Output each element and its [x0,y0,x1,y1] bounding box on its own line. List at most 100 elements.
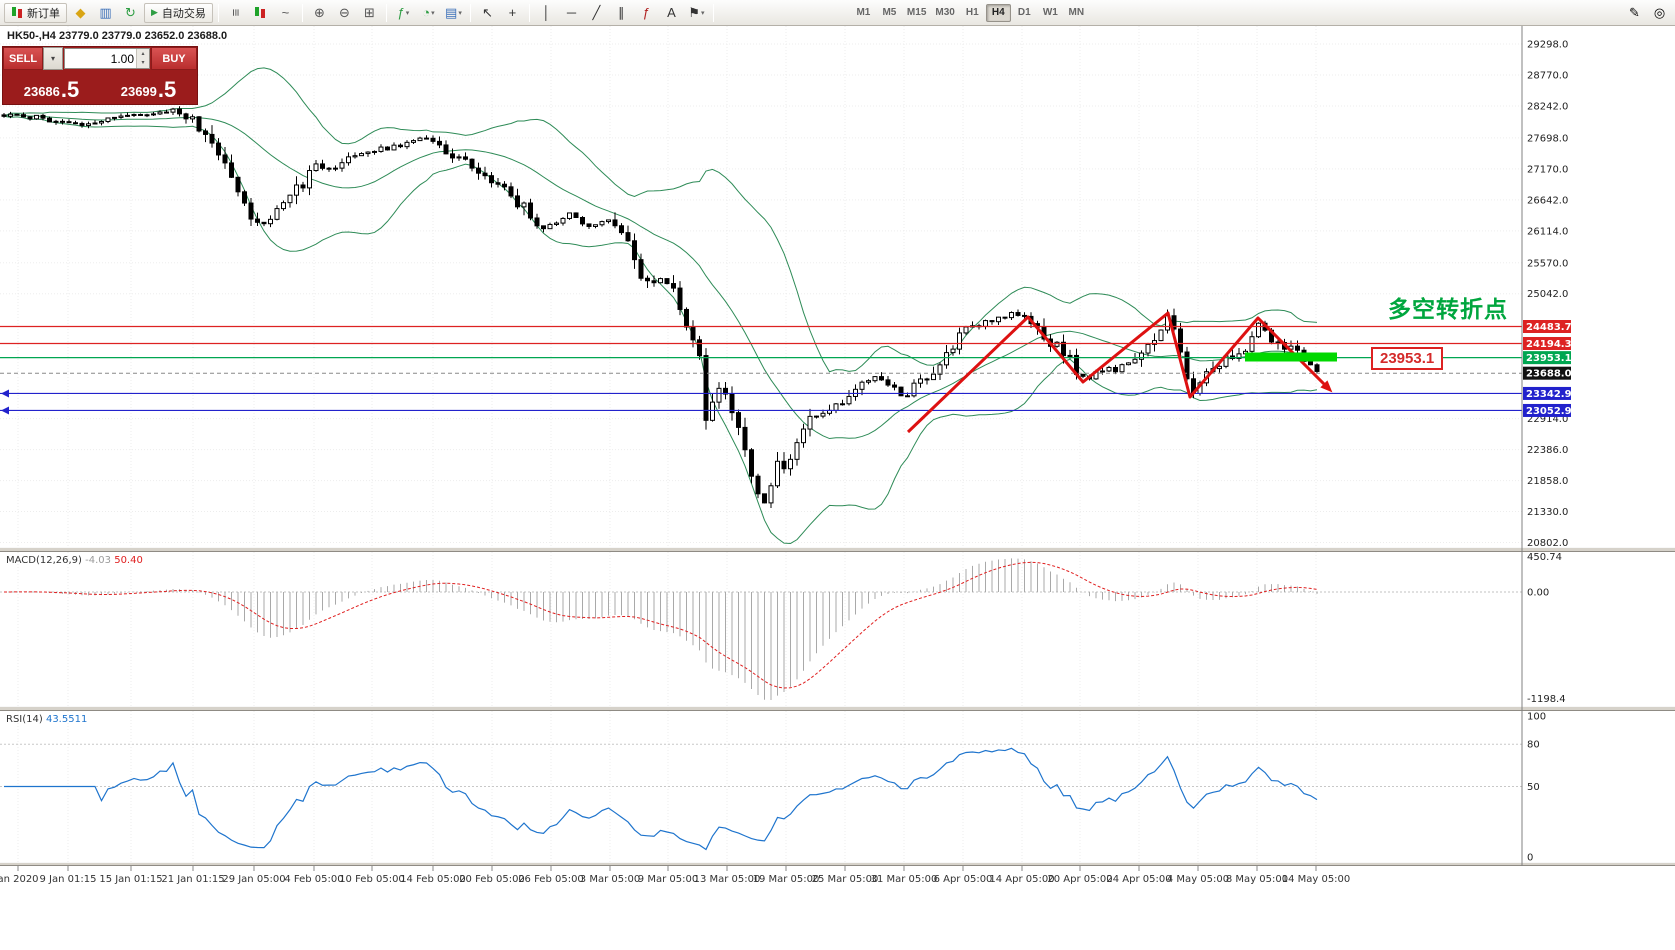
svg-text:10 Feb 05:00: 10 Feb 05:00 [339,874,405,885]
trend-annotation[interactable] [906,311,1337,434]
sell-button[interactable]: SELL [3,47,43,70]
search-icon[interactable]: ◎ [1653,4,1666,20]
edit-icon[interactable]: ✎ [1629,4,1640,20]
channel-icon[interactable]: ∥ [610,3,633,23]
new-order-button[interactable]: 新订单 [4,2,67,23]
zoom-out-icon[interactable]: ⊖ [333,3,356,23]
svg-text:14 Feb 05:00: 14 Feb 05:00 [400,874,466,885]
svg-text:23953.1: 23953.1 [1526,353,1572,364]
fibonacci-icon-glyph: ƒ [642,5,651,20]
bar-chart-icon[interactable]: ≡ [224,3,247,23]
periods-icon-glyph: ◔ [422,5,431,20]
text-icon-glyph: A [667,5,676,20]
refresh-icon-glyph: ↻ [125,4,136,20]
chevron-down-icon: ▾ [405,9,410,17]
autotrading-button[interactable]: ▶ 自动交易 [144,2,213,23]
buy-price[interactable]: 23699 .5 [100,70,197,104]
svg-text:29 Jan 05:00: 29 Jan 05:00 [222,874,285,885]
svg-text:-1198.4: -1198.4 [1527,694,1566,705]
toolbar-separator [528,3,530,22]
cursor-icon-glyph: ↖ [481,4,493,20]
sell-price[interactable]: 23686 .5 [3,70,100,104]
trade-controls-row: SELL ▾ ▴ ▾ BUY [3,47,197,70]
horizontal-line-icon-glyph: ─ [566,5,577,20]
crosshair-icon[interactable]: + [501,3,524,23]
panel-splitter[interactable] [0,547,1675,552]
tile-windows-icon[interactable]: ⊞ [358,3,381,23]
svg-text:31 Mar 05:00: 31 Mar 05:00 [871,874,938,885]
svg-text:24194.3: 24194.3 [1526,339,1572,350]
trade-prices-row: 23686 .5 23699 .5 [3,70,197,104]
timeframe-m1[interactable]: M1 [851,4,876,22]
price-axis: 29298.0 28770.0 28242.0 27698.0 27170.0 26642… [1523,40,1572,549]
timeframe-w1[interactable]: W1 [1038,4,1063,22]
svg-text:24 Apr 05:00: 24 Apr 05:00 [1106,874,1171,885]
order-settings-dropdown[interactable]: ▾ [43,47,63,70]
svg-text:4 May 05:00: 4 May 05:00 [1167,874,1229,885]
toolbar-right-icons: ✎ ◎ [1623,3,1671,23]
svg-text:28770.0: 28770.0 [1527,70,1568,81]
market-watch-icon[interactable]: ▥ [94,3,117,23]
highlight-zone[interactable] [1245,352,1337,362]
toolbar-separator [217,3,219,22]
vertical-line-icon[interactable]: │ [535,3,558,23]
svg-text:0.00: 0.00 [1527,588,1549,599]
price-tag-label[interactable]: 23953.1 [1371,347,1444,370]
horizontal-line-icon[interactable]: ─ [560,3,583,23]
level-lines[interactable] [0,325,1522,415]
indicators-icon[interactable]: ƒ ▾ [392,3,415,23]
toolbar: 新订单 ◆ ▥ ↻ ▶ 自动交易 ≡ ~ ⊕ ⊖ ⊞ ƒ ▾ ◔ ▾ ▤ ▾ ↖ + │ ─ ╱ ∥ ƒ A ⚑ ▾ M1 M5 M15 M… [0,0,1675,26]
line-chart-icon[interactable]: ~ [274,3,297,23]
svg-text:14 Apr 05:00: 14 Apr 05:00 [989,874,1054,885]
buy-button[interactable]: BUY [151,47,197,70]
text-icon[interactable]: A [660,3,683,23]
price-level-label [1523,386,1571,400]
cursor-icon[interactable]: ↖ [476,3,499,23]
svg-text:MACD(12,26,9) -4.03 50.40: MACD(12,26,9) -4.03 50.40 [6,555,143,566]
chevron-down-icon: ▾ [700,9,705,17]
svg-text:22386.0: 22386.0 [1527,445,1568,456]
fibonacci-icon[interactable]: ƒ [635,3,658,23]
templates-icon[interactable]: ▤ ▾ [442,3,465,23]
play-icon: ▶ [151,7,158,17]
price-level-label [1523,351,1571,365]
price-level-label [1523,320,1571,334]
timeframe-m15[interactable]: M15 [903,4,930,22]
bar-chart-icon-glyph: ≡ [227,8,243,17]
timeframe-h1[interactable]: H1 [960,4,985,22]
svg-text:450.74: 450.74 [1527,552,1562,563]
toolbar-separator [385,3,387,22]
timeframe-d1[interactable]: D1 [1012,4,1037,22]
svg-text:23688.0: 23688.0 [1526,369,1572,380]
trendline-icon-glyph: ╱ [592,4,601,20]
timeframe-m5[interactable]: M5 [877,4,902,22]
svg-text:13 Mar 05:00: 13 Mar 05:00 [694,874,761,885]
chart-wizard-icon[interactable]: ◆ [69,3,92,23]
arrow-tools-icon[interactable]: ⚑ ▾ [685,3,708,23]
timeframe-m30[interactable]: M30 [931,4,958,22]
svg-text:20 Apr 05:00: 20 Apr 05:00 [1047,874,1112,885]
svg-text:25 Mar 05:00: 25 Mar 05:00 [812,874,879,885]
candles-layer [1,106,1320,509]
svg-text:14 May 05:00: 14 May 05:00 [1282,874,1351,885]
crosshair-icon-glyph: + [508,5,517,20]
volume-increase-button[interactable]: ▴ [137,49,149,59]
volume-decrease-button[interactable]: ▾ [137,58,149,68]
periods-icon[interactable]: ◔ ▾ [417,3,440,23]
svg-text:23342.9: 23342.9 [1526,389,1572,400]
volume-input[interactable] [65,49,136,68]
timeframe-h4[interactable]: H4 [985,3,1011,22]
trendline-icon[interactable]: ╱ [585,3,608,23]
autotrading-button-label: 自动交易 [161,7,206,20]
buy-price-fraction: .5 [157,77,177,102]
panel-splitter[interactable] [0,706,1675,711]
line-chart-icon-glyph: ~ [281,5,290,20]
refresh-icon[interactable]: ↻ [119,3,142,23]
panel-splitter[interactable] [0,862,1675,866]
candlestick-chart-icon[interactable] [249,3,272,23]
timeframe-mn[interactable]: MN [1064,4,1089,22]
zoom-in-icon[interactable]: ⊕ [308,3,331,23]
toolbar-separator [301,3,303,22]
chevron-down-icon: ▾ [431,9,435,17]
